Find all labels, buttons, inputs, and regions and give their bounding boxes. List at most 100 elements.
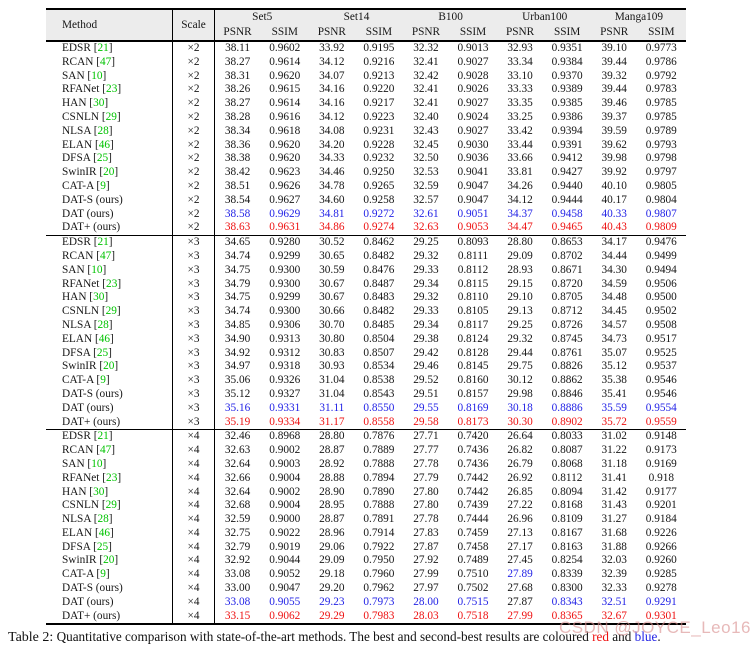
method-cell: RCAN [47] [46,249,173,264]
citation-link[interactable]: 9 [100,179,106,192]
value-cell: 0.9804 [645,193,677,206]
value-cell: 34.48 [601,291,627,304]
citation-link[interactable]: 29 [105,305,117,318]
citation-link[interactable]: 46 [98,138,111,151]
citation-link[interactable]: 46 [98,526,111,539]
citation-link[interactable]: 21 [97,430,109,443]
value-cell: 29.33 [413,305,439,318]
value-cell: 0.9300 [269,305,301,318]
col-header-metric: PSNR [600,26,629,38]
citation-link[interactable]: 23 [106,471,118,484]
value-cell: 0.7950 [363,554,395,567]
value-cell: 0.9201 [645,499,677,512]
scale-cell: ×3 [172,277,215,292]
value-cell: 32.51 [601,595,627,608]
col-header-metric: SSIM [648,26,675,38]
value-cell: 34.86 [319,221,345,234]
value-cell: 32.41 [413,83,439,96]
citation-link[interactable]: 46 [98,332,111,345]
value-cell: 0.9805 [645,179,677,192]
value-cell: 0.9028 [457,69,489,82]
citation-link[interactable]: 21 [97,236,109,249]
value-cell: 33.66 [507,152,533,165]
value-cell: 0.7888 [363,499,395,512]
value-cell: 0.7890 [363,485,395,498]
value-cell: 29.25 [507,318,533,331]
value-cell: 27.77 [413,444,439,457]
citation-link[interactable]: 47 [99,249,112,262]
citation-link[interactable]: 25 [96,540,109,553]
table-row: EDSR [21] ×2 38.11 0.9602 33.92 0.9195 32.32 0.… [46,41,686,56]
value-cell: 0.8558 [363,415,395,428]
citation-link[interactable]: 21 [97,42,109,54]
value-cell: 31.22 [601,444,627,457]
value-cell: 0.9386 [551,110,583,123]
citation-link[interactable]: 9 [100,374,106,387]
citation-link[interactable]: 23 [106,83,118,96]
citation-link[interactable]: 10 [91,457,103,470]
method-cell: CAT-A [9] [46,568,173,583]
value-cell: 0.8543 [363,387,395,400]
value-cell: 34.81 [319,207,345,220]
value-cell: 30.52 [319,236,345,249]
citation-link[interactable]: 47 [99,444,112,457]
value-cell: 0.9002 [269,485,301,498]
citation-link[interactable]: 29 [105,499,117,512]
value-cell: 32.68 [224,499,251,512]
value-cell: 30.59 [319,263,345,276]
citation-link[interactable]: 23 [106,277,118,290]
citation-link[interactable]: 20 [103,166,115,179]
value-cell: 0.9299 [269,249,301,262]
citation-link[interactable]: 30 [93,291,105,304]
table-row: CSNLN [29] ×3 34.74 0.9300 30.66 0.8482 29.33 0… [46,305,686,319]
value-cell: 0.8550 [363,401,395,414]
value-cell: 0.9250 [363,166,395,179]
citation-link[interactable]: 28 [97,124,109,137]
value-cell: 32.39 [601,568,627,581]
value-cell: 30.18 [507,401,533,414]
citation-link[interactable]: 30 [93,97,105,110]
value-cell: 0.9272 [363,207,395,220]
value-cell: 0.9300 [269,277,301,290]
value-cell: 32.63 [413,221,439,234]
value-cell: 34.08 [319,124,345,137]
citation-link[interactable]: 20 [103,554,115,567]
value-cell: 34.30 [601,263,627,276]
citation-link[interactable]: 25 [96,152,109,165]
citation-link[interactable]: 10 [91,69,103,82]
value-cell: 0.9004 [269,499,301,512]
value-cell: 27.87 [507,595,533,608]
scale-cell: ×3 [172,305,215,319]
citation-link[interactable]: 9 [100,568,106,581]
value-cell: 38.26 [224,83,251,96]
value-cell: 28.93 [507,263,533,276]
scale-cell: ×3 [172,346,215,361]
value-cell: 30.65 [319,249,345,262]
value-cell: 0.8167 [551,526,583,539]
value-cell: 0.8507 [363,346,395,359]
citation-link[interactable]: 30 [93,485,105,498]
table-row: RCAN [47] ×3 34.74 0.9299 30.65 0.8482 29.32 0.… [46,249,686,264]
citation-link[interactable]: 28 [97,513,109,526]
value-cell: 0.9036 [457,152,489,165]
citation-link[interactable]: 29 [105,110,117,123]
value-cell: 0.9618 [269,124,301,137]
citation-link[interactable]: 25 [96,346,109,359]
value-cell: 0.7442 [457,485,489,498]
citation-link[interactable]: 20 [103,360,115,373]
citation-link[interactable]: 28 [97,318,109,331]
col-header-metric: SSIM [459,26,487,38]
value-cell: 31.27 [601,513,627,526]
citation-link[interactable]: 10 [91,263,103,276]
value-cell: 32.41 [413,55,439,68]
scale-cell: ×3 [172,235,215,250]
value-cell: 32.63 [224,444,251,457]
value-cell: 38.54 [224,193,251,206]
scale-cell: ×3 [172,318,215,333]
value-cell: 29.55 [413,401,439,414]
value-cell: 0.9502 [645,305,677,318]
value-cell: 30.30 [507,415,533,428]
table-row: NLSA [28] ×2 38.34 0.9618 34.08 0.9231 32.43 0.… [46,124,686,139]
col-header-metric: PSNR [317,26,346,38]
citation-link[interactable]: 47 [99,55,112,68]
